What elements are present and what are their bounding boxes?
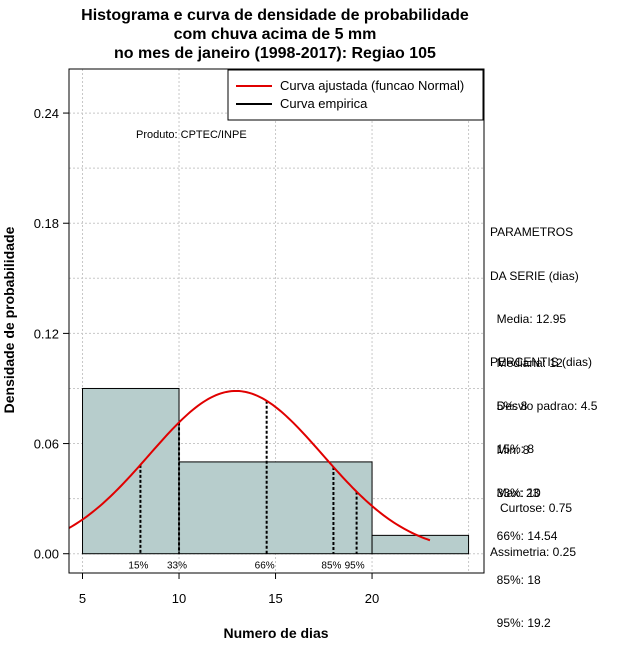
param-heading-1: PARAMETROS <box>490 225 574 239</box>
x-tick-label: 5 <box>79 591 86 606</box>
percentile-label: 66% <box>255 561 275 572</box>
plot-frame <box>68 68 485 574</box>
chart-title-line-1: Histograma e curva de densidade de proba… <box>81 7 469 24</box>
x-tick-label: 15 <box>268 591 282 606</box>
y-axis-label: Densidade de probabilidade <box>1 226 17 413</box>
chart-title-line-2: com chuva acima de 5 mm <box>173 26 377 43</box>
skewness: Assimetria: 0.25 <box>490 544 577 559</box>
histogram-bar <box>82 387 180 555</box>
legend-label-fitted: Curva ajustada (funcao Normal) <box>280 78 464 93</box>
x-tick-label: 10 <box>172 591 186 606</box>
product-annotation: Produto: CPTEC/INPE <box>136 129 247 141</box>
param-median: Mediana: 12 <box>490 355 563 370</box>
param-mean: Media: 12.95 <box>490 312 567 326</box>
shape-stats: Curtose: 0.75 Assimetria: 0.25 <box>490 472 576 574</box>
y-tick-label: 0.00 <box>34 547 59 562</box>
percentile-85: 85%: 18 <box>490 572 541 587</box>
y-tick-label: 0.18 <box>34 216 59 231</box>
x-axis-label: Numero de dias <box>223 625 328 641</box>
y-tick-label: 0.24 <box>34 106 59 121</box>
percentile-33: 33%: 10 <box>490 485 541 500</box>
kurtosis: Curtose: 0.75 <box>490 501 573 515</box>
percentiles-heading: PERCENTIS (dias) <box>490 355 593 369</box>
percentile-15: 15%: 8 <box>490 442 535 456</box>
histogram-bars <box>82 387 470 555</box>
percentile-66: 66%: 14.54 <box>490 529 558 543</box>
y-tick-label: 0.12 <box>34 326 59 341</box>
param-max: Max: 23 <box>490 486 540 500</box>
percentile-95: 95%: 19.2 <box>490 616 551 630</box>
percentile-label: 85% <box>321 561 341 572</box>
legend-box <box>227 69 484 121</box>
legend: Curva ajustada (funcao Normal) Curva emp… <box>227 69 484 121</box>
param-heading-2: DA SERIE (dias) <box>490 268 579 283</box>
chart-title-line-3: no mes de janeiro (1998-2017): Regiao 10… <box>114 45 436 62</box>
percentile-label: 33% <box>167 561 187 572</box>
legend-label-empirical: Curva empirica <box>280 96 368 111</box>
percentile-markers: 15% 33% 66% 85% 95% <box>128 400 365 572</box>
param-min: Min: 8 <box>490 442 530 457</box>
x-tick-label: 20 <box>365 591 379 606</box>
y-tick-label: 0.06 <box>34 437 59 452</box>
series-parameters: PARAMETROS DA SERIE (dias) Media: 12.95 … <box>490 196 597 515</box>
histogram-bar <box>178 461 373 555</box>
percentile-label: 15% <box>128 561 148 572</box>
y-axis: 0.00 0.06 0.12 0.18 0.24 <box>34 106 69 562</box>
normal-curve <box>68 389 431 542</box>
percentiles-panel: PERCENTIS (dias) 5%: 8 15%: 8 33%: 10 66… <box>490 326 592 645</box>
percentile-5: 5%: 8 <box>490 398 528 413</box>
param-std: Desvio padrao: 4.5 <box>490 399 598 413</box>
x-axis: 5 10 15 20 <box>79 573 379 606</box>
percentile-label: 95% <box>345 561 365 572</box>
histogram-bar <box>371 534 470 555</box>
